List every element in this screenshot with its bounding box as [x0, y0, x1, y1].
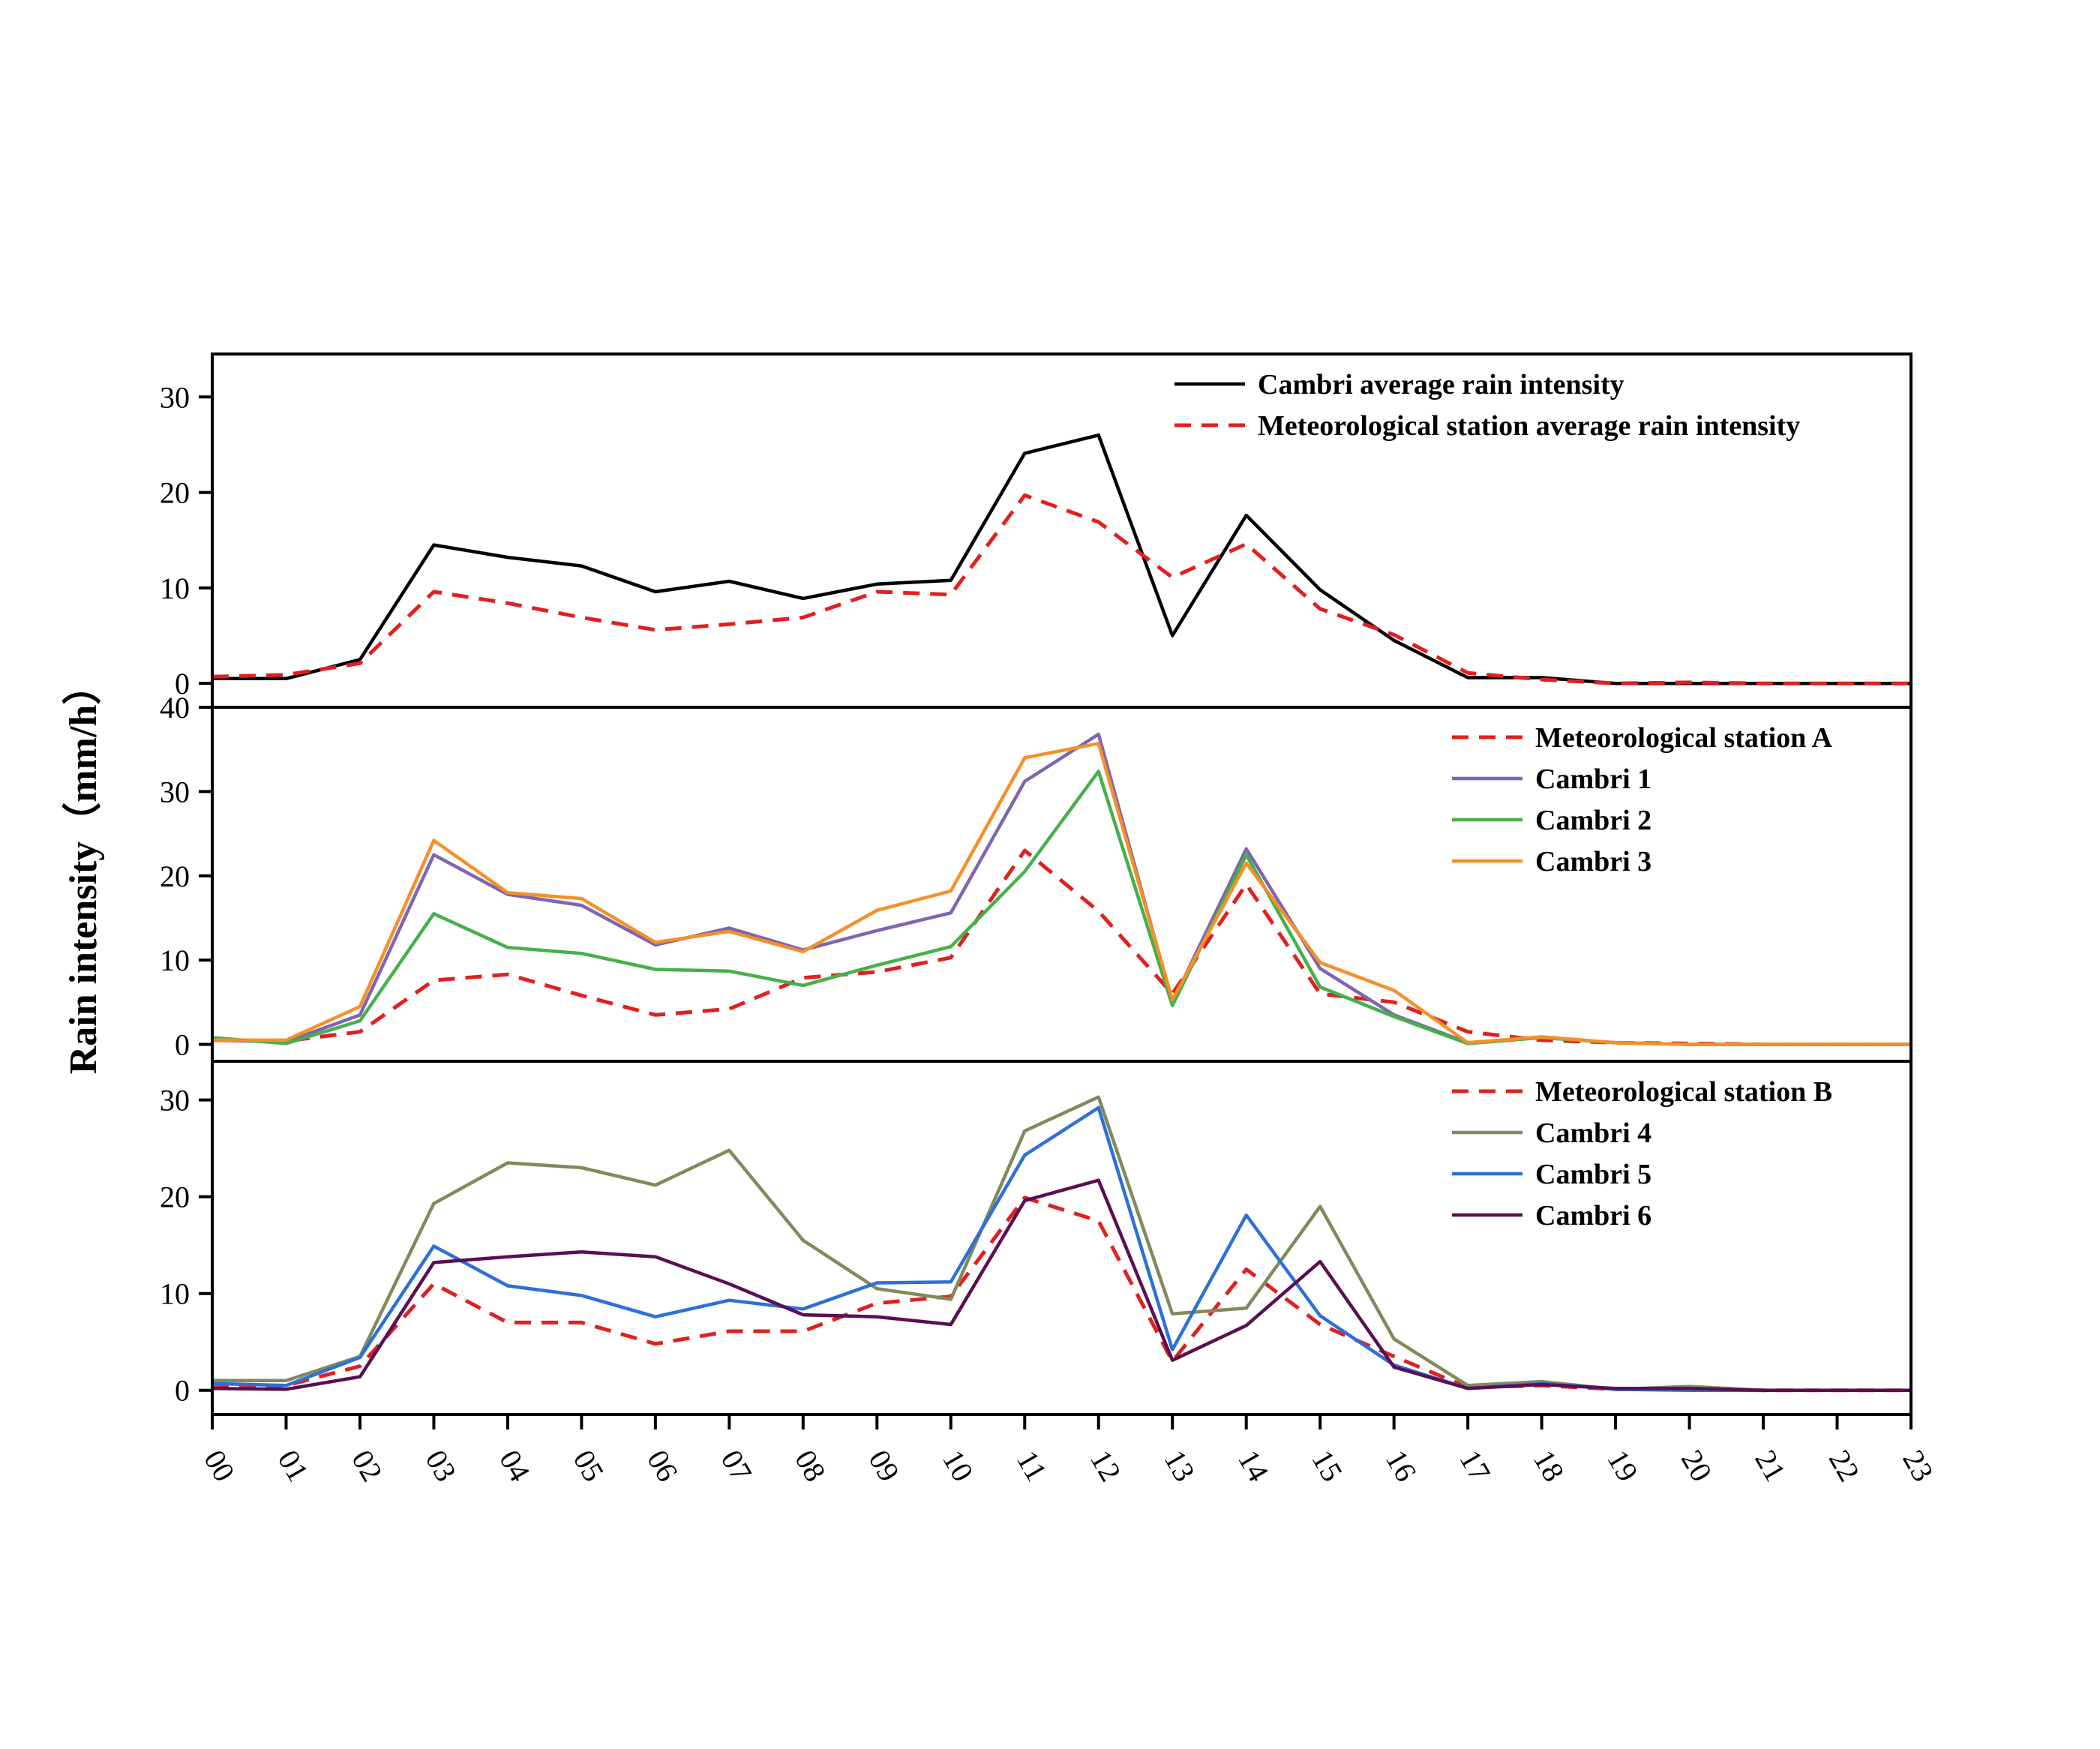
legend-label: Cambri 2 [1535, 805, 1652, 836]
y-tick-label: 20 [160, 476, 190, 510]
legend-label: Cambri 3 [1535, 846, 1652, 878]
x-tick-label: 00 [197, 1444, 242, 1487]
x-tick-label: 10 [936, 1444, 980, 1487]
y-tick-label: 0 [175, 1028, 190, 1062]
legend-label: Cambri 4 [1535, 1118, 1652, 1149]
y-tick-label: 30 [160, 380, 190, 414]
legend-label: Cambri 1 [1535, 764, 1652, 795]
panel-frame [211, 706, 1912, 1063]
x-tick-label: 08 [788, 1444, 832, 1487]
y-tick-label: 10 [160, 944, 190, 977]
y-axis-label: Rain intensity（mm/h） [62, 666, 105, 1075]
series-line-cambri-5 [212, 1106, 1911, 1392]
y-tick-label: 10 [160, 572, 190, 605]
y-tick-label: 10 [160, 1277, 190, 1311]
y-tick-label: 30 [160, 775, 190, 808]
x-tick-label: 04 [493, 1444, 537, 1487]
y-tick-label: 30 [160, 1084, 190, 1118]
panel-frame [211, 1060, 1912, 1416]
series-line-cambri-6 [212, 1178, 1911, 1392]
x-tick-label: 05 [567, 1444, 611, 1487]
y-tick-label: 0 [175, 667, 190, 700]
legend-label: Cambri average rain intensity [1258, 369, 1624, 400]
y-tick-label: 40 [160, 691, 190, 724]
x-tick-label: 06 [640, 1444, 685, 1487]
x-tick-label: 23 [1896, 1444, 1940, 1487]
x-tick-label: 02 [345, 1444, 389, 1487]
x-tick-label: 14 [1232, 1444, 1276, 1487]
x-tick-label: 22 [1822, 1444, 1867, 1487]
panel-frame [211, 352, 1912, 709]
x-tick-label: 18 [1527, 1444, 1571, 1487]
legend-label: Cambri 6 [1535, 1200, 1652, 1232]
x-tick-label: 19 [1600, 1444, 1645, 1487]
y-tick-label: 20 [160, 1180, 190, 1214]
x-tick-label: 13 [1157, 1444, 1202, 1487]
x-tick-label: 07 [715, 1444, 759, 1487]
series-line-meteorological-station-average-rain-intensity [212, 493, 1911, 686]
series-line-cambri-3 [212, 742, 1911, 1046]
legend-label: Cambri 5 [1535, 1159, 1652, 1190]
x-tick-label: 09 [862, 1444, 907, 1487]
y-tick-label: 20 [160, 860, 190, 893]
x-tick-label: 16 [1379, 1444, 1424, 1487]
x-tick-label: 11 [1010, 1444, 1054, 1486]
series-line-cambri-2 [212, 770, 1911, 1046]
legend-label: Meteorological station A [1535, 722, 1833, 754]
legend-label: Meteorological station average rain inte… [1258, 410, 1800, 442]
x-tick-label: 15 [1305, 1444, 1349, 1487]
series-line-meteorological-station-a [212, 848, 1911, 1046]
y-tick-label: 0 [175, 1374, 190, 1408]
x-tick-label: 17 [1453, 1444, 1497, 1487]
series-line-cambri-1 [212, 732, 1911, 1046]
series-line-cambri-average-rain-intensity [212, 433, 1911, 686]
series-line-meteorological-station-b [212, 1196, 1911, 1393]
legend-label: Meteorological station B [1535, 1076, 1832, 1108]
x-tick-label: 01 [272, 1444, 316, 1487]
x-tick-label: 21 [1748, 1444, 1792, 1487]
x-tick-label: 03 [419, 1444, 464, 1487]
series-line-cambri-4 [212, 1095, 1911, 1392]
x-tick-label: 12 [1084, 1444, 1128, 1487]
x-tick-label: 20 [1675, 1444, 1719, 1487]
